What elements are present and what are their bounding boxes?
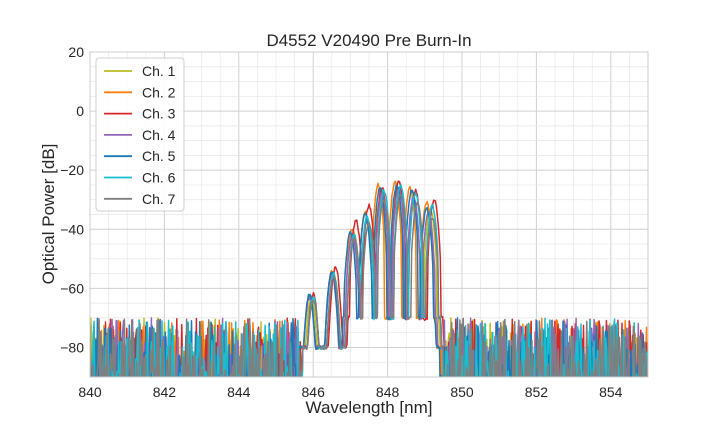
x-tick-labels: 840 842 844 846 848 850 852 854 <box>78 384 622 400</box>
legend-label: Ch. 2 <box>142 84 176 100</box>
x-tick-label: 850 <box>450 384 474 400</box>
series-line-ch7 <box>90 193 648 377</box>
y-tick-label: −40 <box>60 221 84 237</box>
legend-label: Ch. 6 <box>142 170 176 186</box>
x-tick-label: 842 <box>153 384 177 400</box>
legend-label: Ch. 4 <box>142 127 176 143</box>
y-tick-labels: 20 0 −20 −40 −60 −80 <box>60 44 84 355</box>
x-tick-label: 848 <box>376 384 400 400</box>
y-tick-label: −20 <box>60 162 84 178</box>
y-tick-label: 0 <box>76 103 84 119</box>
x-tick-label: 854 <box>599 384 623 400</box>
legend: Ch. 1 Ch. 2 Ch. 3 Ch. 4 Ch. 5 Ch. 6 Ch. 7 <box>95 57 185 212</box>
y-axis-label: Optical Power [dB] <box>39 144 58 285</box>
legend-label: Ch. 1 <box>142 63 176 79</box>
y-tick-label: −60 <box>60 280 84 296</box>
x-tick-label: 852 <box>525 384 549 400</box>
y-tick-label: 20 <box>68 44 84 60</box>
x-tick-label: 846 <box>302 384 326 400</box>
legend-label: Ch. 3 <box>142 106 176 122</box>
x-axis-label: Wavelength [nm] <box>306 398 433 417</box>
x-tick-label: 840 <box>78 384 102 400</box>
legend-label: Ch. 5 <box>142 148 176 164</box>
chart-title: D4552 V20490 Pre Burn-In <box>266 31 471 50</box>
y-tick-label: −80 <box>60 339 84 355</box>
x-tick-label: 844 <box>227 384 251 400</box>
legend-label: Ch. 7 <box>142 191 176 207</box>
series-lines <box>90 180 648 377</box>
legend-box <box>95 57 185 212</box>
plot-frame <box>89 51 649 378</box>
